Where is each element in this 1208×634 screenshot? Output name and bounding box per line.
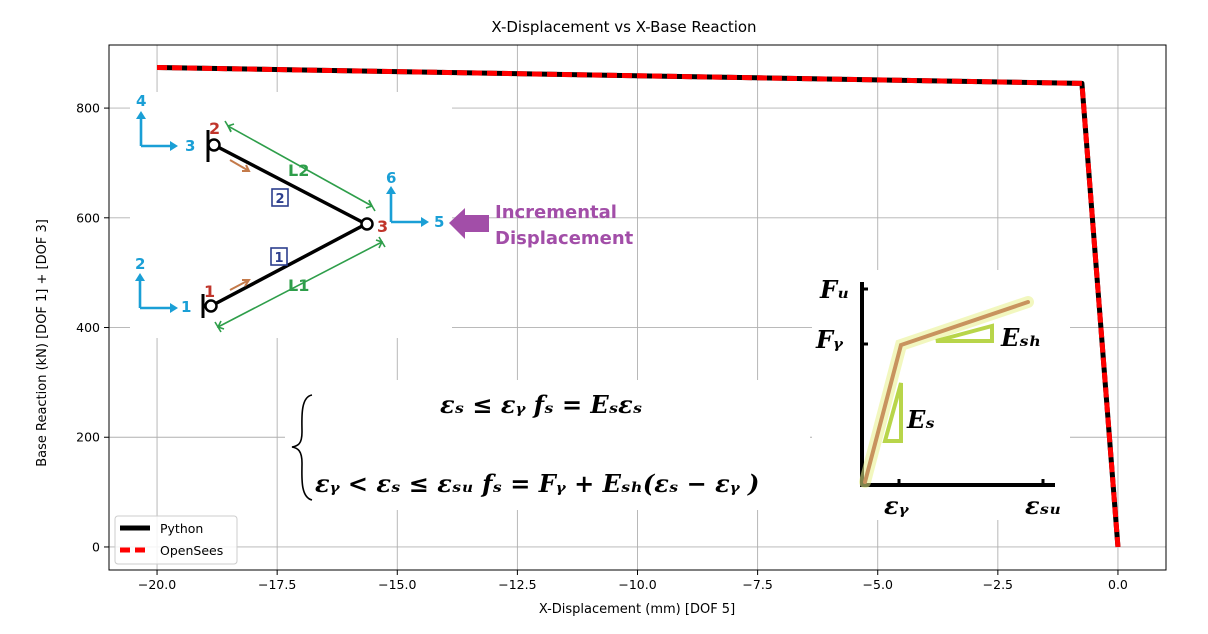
y-axis-label: Base Reaction (kN) [DOF 1] + [DOF 3] [35, 219, 50, 467]
load-label-line-2: Displacement [495, 228, 634, 249]
x-tick-label-6: −5.0 [863, 577, 893, 592]
label-es: Eₛ [906, 405, 935, 434]
x-tick-label-4: −10.0 [618, 577, 656, 592]
element-label-l1: L1 [288, 276, 309, 295]
node-number-3: 3 [377, 217, 388, 236]
element-label-l2: L2 [288, 161, 309, 180]
label-fy: Fᵧ [815, 325, 844, 354]
dof-number-5: 5 [434, 213, 444, 231]
dof-number-3: 3 [185, 137, 195, 155]
equation-block: εₛ ≤ εᵧ fₛ = Eₛεₛ εᵧ < εₛ ≤ εₛᵤ fₛ = Fᵧ … [291, 390, 759, 501]
es-slope-triangle [882, 382, 903, 443]
label-eps-su: εₛᵤ [1025, 491, 1062, 520]
x-tick-label-2: −15.0 [378, 577, 416, 592]
axes: −20.0 −17.5 −15.0 −12.5 −10.0 −7.5 −5.0 −2.5 0.0… [76, 44, 1167, 592]
legend-label-opensees: OpenSees [160, 543, 223, 558]
load-arrow [449, 208, 489, 239]
node-number-1: 1 [204, 282, 215, 301]
node-3-pin [360, 217, 374, 231]
node-2-pin [207, 138, 221, 152]
series-line-opensees [157, 64, 1121, 548]
dof-number-2: 2 [135, 255, 145, 273]
material-model: Fᵤ Fᵧ Eₛₕ Eₛ εᵧ εₛᵤ [815, 275, 1062, 520]
truss-inset-panel [130, 92, 452, 338]
x-tick-label-3: −12.5 [498, 577, 536, 592]
equation-line-2: εᵧ < εₛ ≤ εₛᵤ fₛ = Fᵧ + Eₛₕ(εₛ − εᵧ ) [315, 469, 759, 498]
label-eps-y: εᵧ [884, 491, 910, 520]
x-tick-label-0: −20.0 [138, 577, 176, 592]
equation-line-1: εₛ ≤ εᵧ fₛ = Eₛεₛ [440, 390, 642, 419]
load-label-line-1: Incremental [495, 202, 617, 223]
y-tick-label-4: 800 [76, 101, 100, 116]
truss-diagram: L2 L1 2 1 1 2 3 [135, 92, 634, 333]
element-number-box-1 [270, 247, 288, 266]
y-tick-label-2: 400 [76, 320, 100, 335]
equation-inset-panel [285, 380, 810, 510]
y-tick-label-3: 600 [76, 210, 100, 225]
x-tick-label-8: 0.0 [1108, 577, 1128, 592]
esh-slope-triangle [935, 323, 994, 343]
dof-number-4: 4 [136, 92, 146, 110]
x-tick-label-7: −2.5 [983, 577, 1013, 592]
dof-number-1: 1 [181, 298, 191, 316]
legend: Python OpenSees [114, 515, 238, 565]
local-axis-arrows [229, 159, 251, 291]
x-tick-label-1: −17.5 [258, 577, 296, 592]
node-1-pin [204, 299, 218, 313]
x-axis-label: X-Displacement (mm) [DOF 5] [539, 602, 735, 617]
legend-label-python: Python [160, 521, 203, 536]
equation-brace [291, 394, 313, 501]
length-dimension-l2 [224, 120, 376, 212]
material-inset-panel [812, 270, 1070, 520]
y-tick-label-1: 200 [76, 430, 100, 445]
length-dimension-l1 [214, 236, 386, 333]
series-lines [157, 64, 1121, 548]
member-2-line [213, 143, 367, 226]
insets [130, 92, 1070, 520]
element-number-2: 2 [275, 192, 284, 207]
dof-number-6: 6 [386, 169, 396, 187]
chart-title: X-Displacement vs X-Base Reaction [491, 18, 756, 36]
element-number-1: 1 [274, 251, 283, 266]
x-tick-label-5: −7.5 [742, 577, 772, 592]
label-fu: Fᵤ [819, 275, 850, 304]
node-number-2: 2 [209, 119, 220, 138]
label-esh: Eₛₕ [1000, 323, 1041, 352]
dof-arrows [135, 111, 429, 313]
member-1-line [210, 222, 367, 308]
y-tick-label-0: 0 [92, 539, 100, 554]
material-curve [863, 300, 1030, 484]
element-number-box-2 [271, 188, 289, 207]
